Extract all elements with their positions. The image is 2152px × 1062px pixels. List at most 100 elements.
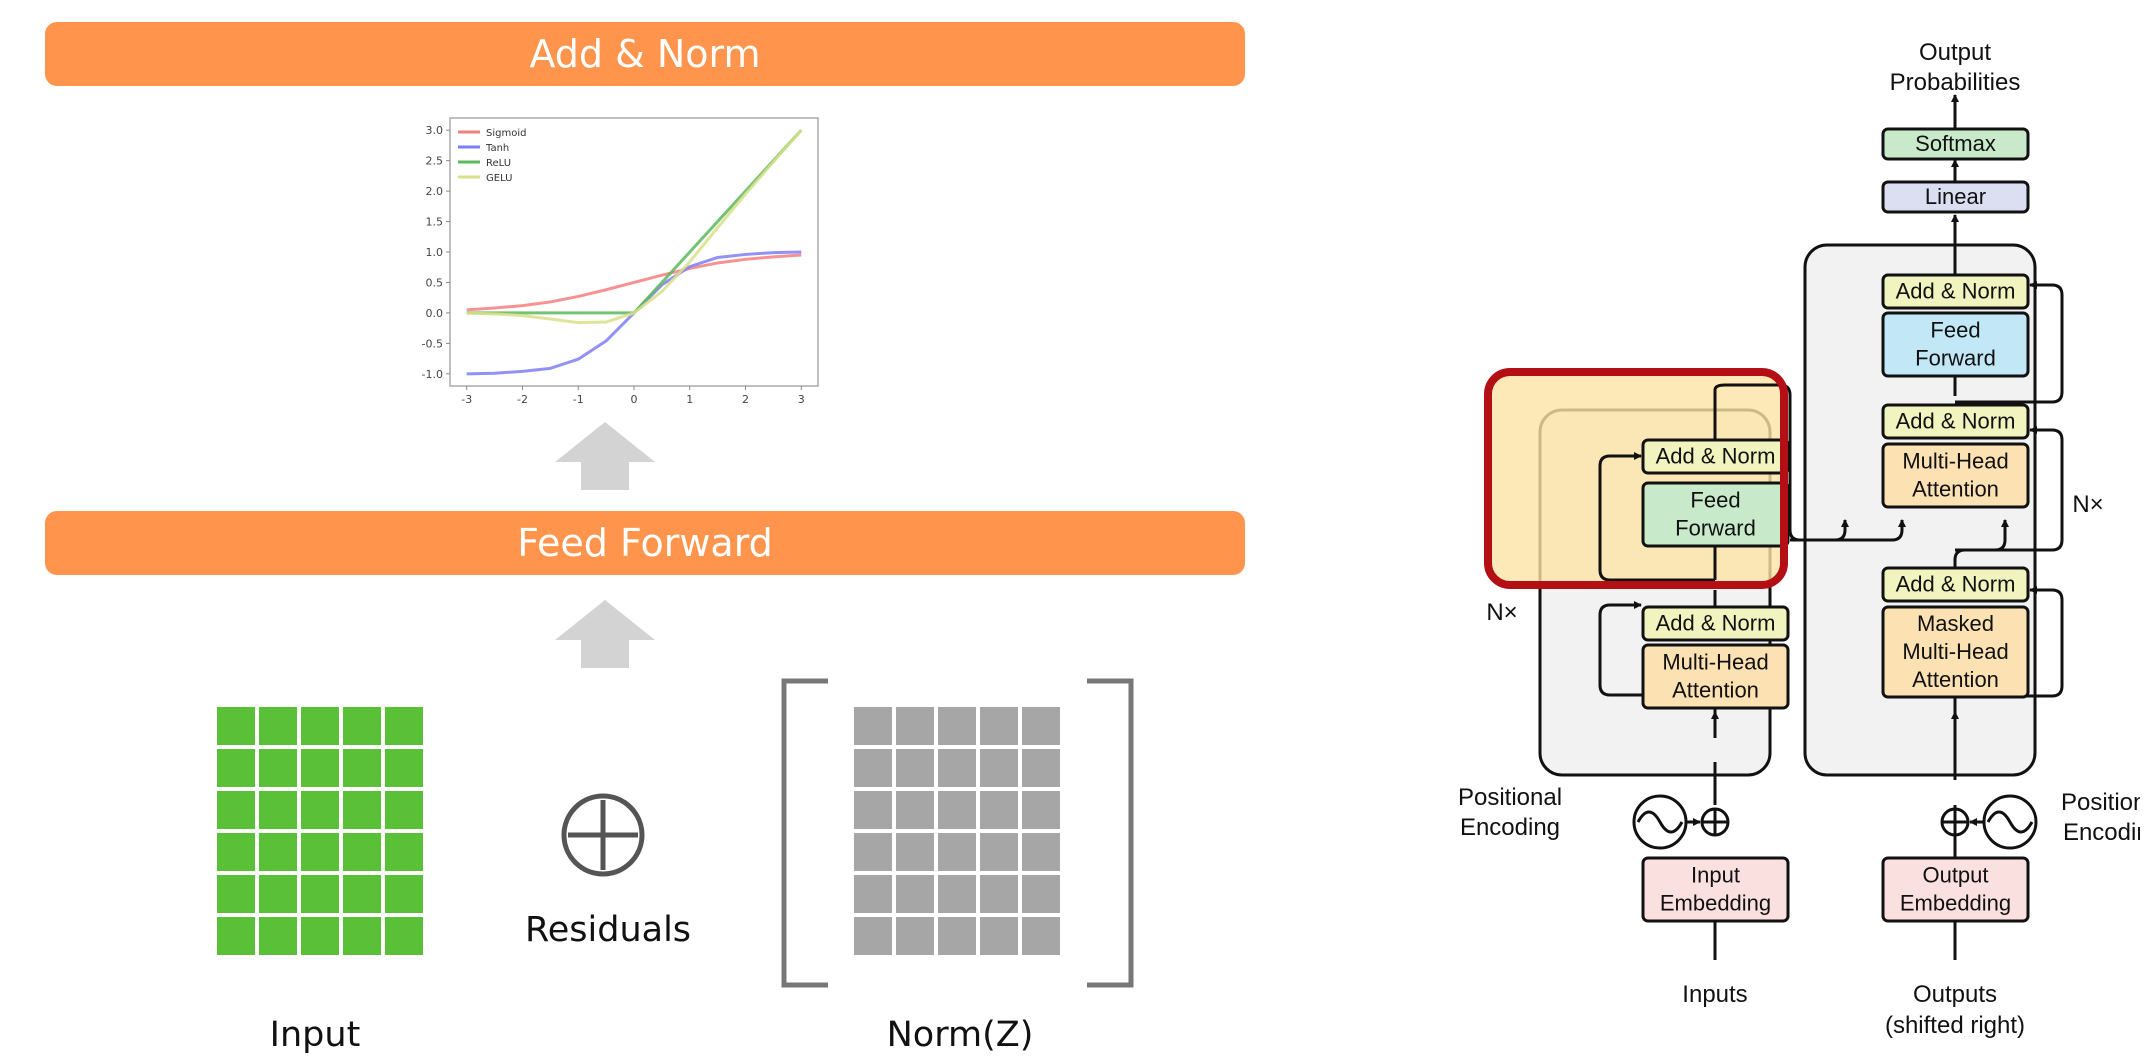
connector [1942,809,1968,835]
legend-label: Tanh [485,143,509,154]
input-cell [301,833,339,871]
linear-box-label: Linear [1925,184,1986,209]
outputs-label: Outputs [1913,981,1997,1008]
feed-forward-band: Feed Forward [45,511,1245,575]
norm-cell [1022,917,1060,955]
input-cell [259,917,297,955]
norm-cell [938,707,976,745]
input-cell [259,833,297,871]
decoder-add-norm-2-label: Add & Norm [1896,409,2016,434]
decoder-residual-3 [1955,281,2064,404]
plot-frame [449,117,819,387]
norm-cell [896,875,934,913]
input-cell [301,707,339,745]
input-cell [301,791,339,829]
norm-matrix [854,707,1060,955]
y-tick-label: 0.5 [426,276,444,289]
input-cell [217,749,255,787]
input-embedding [1641,856,1790,923]
highlight-fill [1488,372,1784,585]
input-cell [259,875,297,913]
input-cell [259,791,297,829]
norm-cell [854,707,892,745]
softmax-box [1881,127,2030,161]
y-tick-label: 1.5 [426,216,444,229]
legend-label: Sigmoid [486,128,526,139]
up-arrow-icon [555,600,655,668]
norm-cell [1022,749,1060,787]
encoder-add-norm-2-label: Add & Norm [1656,444,1776,469]
decoder-add-norm-1-label: Add & Norm [1896,572,2016,597]
input-matrix [217,707,423,955]
x-tick-label: -1 [573,393,584,406]
encoder-multi-head-label: Multi-Head [1662,650,1768,675]
norm-cell [938,749,976,787]
up-arrow-icon [555,422,655,490]
input-cell [217,791,255,829]
encoder-add-norm-1-label: Add & Norm [1656,611,1776,636]
decoder-pe-label: Encoding [2063,819,2140,846]
input-cell [385,791,423,829]
input-cell [259,707,297,745]
norm-cell [1022,791,1060,829]
input-cell [343,833,381,871]
input-cell [301,749,339,787]
decoder-feed-forward-label: Feed [1930,318,1980,343]
right-bracket [1087,678,1134,988]
norm-cell [896,833,934,871]
norm-cell [854,833,892,871]
decoder-pe-label: Positional [2061,789,2140,816]
connector [1986,810,2034,834]
input-cell [259,749,297,787]
input-cell [217,707,255,745]
decoder-multi-head [1881,442,2030,509]
norm-cell [980,875,1018,913]
connector [1636,810,1684,834]
input-cell [343,749,381,787]
x-tick-label: 0 [631,393,638,406]
x-tick-label: 3 [798,393,805,406]
encoder-feed-forward-label: Forward [1675,516,1756,541]
legend-label: ReLU [486,158,511,169]
encoder-add-norm-1 [1641,605,1790,642]
input-cell [343,791,381,829]
linear-box [1881,180,2030,214]
encoder-feed-forward-label: Feed [1690,488,1740,513]
norm-cell [938,791,976,829]
y-tick-label: 2.0 [426,185,444,198]
norm-cell [854,791,892,829]
output-probabilities-label: Output [1919,39,1991,66]
y-tick-label: 2.5 [426,155,444,168]
input-cell [343,917,381,955]
input-cell [343,875,381,913]
inputs-label: Inputs [1682,981,1747,1008]
output-embedding [1881,856,2030,923]
encoder-multi-head [1641,643,1790,710]
input-embedding-label: Input [1691,863,1740,888]
decoder-masked-multi-head-label: Masked [1917,611,1994,636]
norm-cell [896,707,934,745]
input-label: Input [269,1015,361,1055]
norm-cell [980,791,1018,829]
series-line-sigmoid [466,253,802,312]
encoder-residual-2 [1598,452,1715,582]
input-cell [301,875,339,913]
input-embedding-label: Embedding [1660,891,1771,916]
norm-cell [896,917,934,955]
y-tick-label: 3.0 [426,124,444,137]
encoder-multi-head-label: Attention [1672,678,1759,703]
y-tick-label: -0.5 [422,337,443,350]
decoder-add-norm-1 [1881,566,2030,603]
left-bracket [781,678,828,988]
transformer-diagram: Add & Norm Multi-Head Attention Add & Norm F… [1458,39,2140,1039]
encoder-pe-label: Positional [1458,784,1562,811]
norm-cell [896,749,934,787]
y-tick-label: 1.0 [426,246,444,259]
norm-cell [896,791,934,829]
input-cell [385,707,423,745]
norm-cell [1022,707,1060,745]
norm-cell [854,749,892,787]
input-cell [385,917,423,955]
norm-z-label: Norm(Z) [886,1015,1034,1055]
